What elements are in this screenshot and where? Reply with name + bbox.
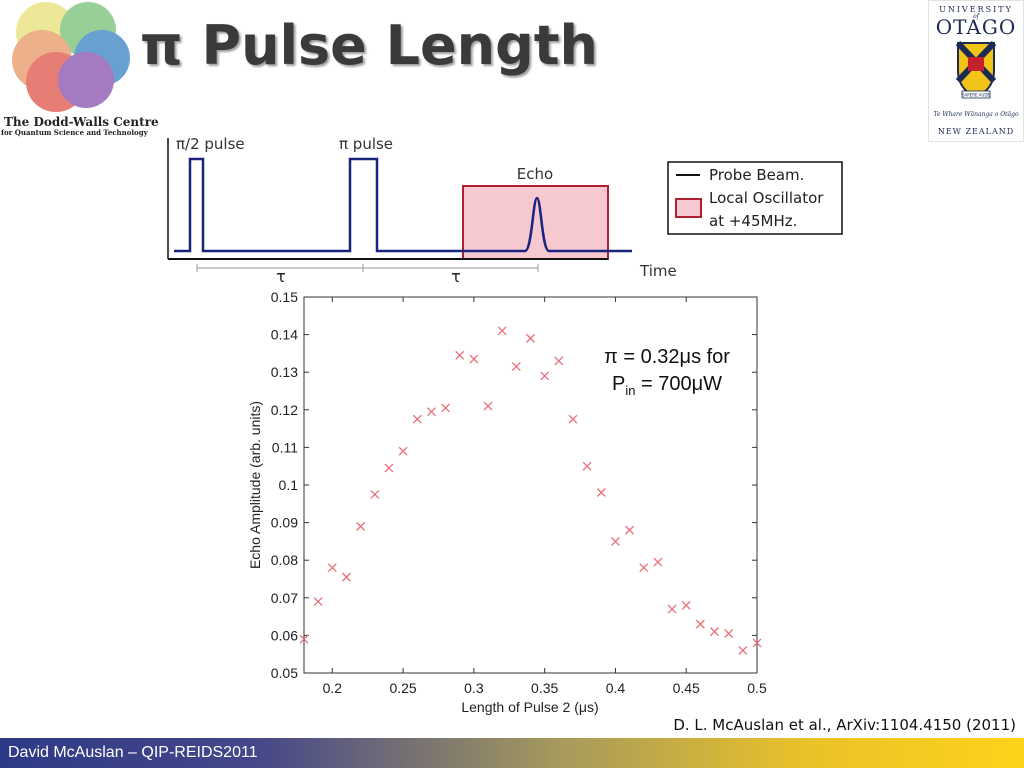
legend-lo-line2: at +45MHz.: [709, 212, 797, 230]
data-point: [610, 536, 620, 546]
data-point: [469, 354, 479, 364]
annotation-value: = 700μW: [635, 373, 723, 395]
data-point: [426, 407, 436, 417]
y-axis-ticks: 0.05 0.06 0.07 0.08 0.09 0.1 0.11 0.12 0.13 0.14 0…: [271, 289, 757, 681]
y-tick-label: 0.14: [271, 327, 298, 343]
y-tick-label: 0.1: [279, 477, 299, 493]
dodd-walls-logo: [12, 2, 130, 112]
echo-amplitude-chart: 0.05 0.06 0.07 0.08 0.09 0.1 0.11 0.12 0.13 0.14 0…: [247, 289, 767, 715]
data-point: [540, 371, 550, 381]
data-point: [313, 597, 323, 607]
y-tick-label: 0.06: [271, 627, 298, 643]
data-point: [299, 634, 309, 644]
citation-text: D. L. McAuslan et al., ArXiv:1104.4150 (…: [673, 716, 1016, 734]
data-point: [455, 350, 465, 360]
x-axis-ticks: 0.2 0.25 0.3 0.35 0.4 0.45 0.5: [323, 297, 767, 696]
otago-country-text: NEW ZEALAND: [937, 127, 1015, 136]
otago-crest-icon: SAPERE AUDE: [956, 41, 996, 99]
data-point: [483, 401, 493, 411]
legend-lo-swatch: [675, 198, 702, 218]
data-point: [497, 326, 507, 336]
page-title: π Pulse Length: [140, 14, 598, 77]
otago-crest-motto: SAPERE AUDE: [962, 93, 991, 98]
y-tick-label: 0.15: [271, 289, 298, 305]
time-label: Time: [639, 262, 677, 280]
legend-lo-line1: Local Oscillator: [709, 189, 824, 207]
data-point: [653, 557, 663, 567]
pulse-sequence-diagram: Echo π/2 pulse π pulse τ τ Time Probe Be…: [167, 135, 843, 286]
data-point: [526, 333, 535, 343]
legend-probe-text: Probe Beam.: [709, 166, 804, 184]
x-tick-label: 0.2: [323, 680, 343, 696]
data-point: [342, 572, 351, 582]
data-point: [738, 645, 748, 655]
data-point: [384, 463, 394, 473]
otago-motto-text: Te Whare Wānanga o Otāgo: [933, 111, 1019, 118]
otago-logo: UNIVERSITY of OTAGO SAPERE AUDE Te Whare…: [928, 0, 1024, 142]
logo-subtitle: for Quantum Science and Technology: [1, 128, 148, 137]
pulse1-label: π/2 pulse: [176, 135, 245, 153]
data-point: [441, 403, 451, 413]
tau1-label: τ: [276, 267, 286, 286]
footer-text: David McAuslan – QIP-REIDS2011: [8, 744, 258, 761]
x-tick-label: 0.25: [389, 680, 416, 696]
x-tick-label: 0.45: [673, 680, 700, 696]
data-point: [356, 521, 366, 531]
otago-of-text: of: [973, 13, 979, 20]
x-tick-label: 0.4: [606, 680, 626, 696]
y-tick-label: 0.05: [271, 665, 298, 681]
data-point: [554, 356, 564, 366]
data-point: [625, 525, 635, 535]
data-points: [299, 326, 762, 655]
plot-area: [303, 296, 758, 674]
local-oscillator-window: [462, 185, 609, 260]
data-point: [710, 627, 719, 637]
data-point: [412, 414, 422, 424]
y-tick-label: 0.12: [271, 402, 298, 418]
pulse2-label: π pulse: [339, 135, 393, 153]
annotation-sub: in: [625, 383, 636, 398]
annotation-line1: π = 0.32μs for: [604, 346, 730, 368]
annotation-p: P: [611, 373, 626, 395]
data-point: [752, 638, 762, 648]
data-point: [398, 446, 408, 456]
y-tick-label: 0.11: [272, 439, 298, 455]
probe-pulse-trace: [174, 157, 632, 253]
y-tick-label: 0.09: [271, 515, 298, 531]
data-point: [724, 629, 734, 638]
data-point: [511, 362, 521, 372]
pulse-annotation: π = 0.32μs for Pin = 700μW: [586, 344, 748, 404]
y-tick-label: 0.13: [271, 364, 298, 380]
x-axis-label: Length of Pulse 2 (μs): [461, 699, 598, 715]
tau2-label: τ: [451, 267, 461, 286]
data-point: [370, 489, 380, 499]
data-point: [582, 461, 592, 471]
echo-label: Echo: [517, 165, 553, 183]
x-tick-label: 0.3: [464, 680, 484, 696]
annotation-line2: Pin = 700μW: [586, 371, 748, 404]
data-point: [695, 619, 705, 629]
otago-name-text: OTAGO: [935, 15, 1017, 39]
x-tick-label: 0.35: [531, 680, 558, 696]
y-tick-label: 0.08: [271, 552, 298, 568]
footer-bar: [0, 738, 1024, 768]
data-point: [327, 563, 337, 573]
data-point: [639, 563, 649, 573]
data-point: [681, 600, 691, 610]
logo-title: The Dodd-Walls Centre: [4, 115, 159, 129]
data-point: [596, 488, 606, 497]
otago-university-text: UNIVERSITY: [939, 5, 1013, 14]
y-axis-label: Echo Amplitude (arb. units): [247, 401, 263, 569]
data-point: [667, 604, 677, 614]
x-tick-label: 0.5: [747, 680, 767, 696]
data-point: [568, 414, 578, 424]
y-tick-label: 0.07: [271, 590, 298, 606]
